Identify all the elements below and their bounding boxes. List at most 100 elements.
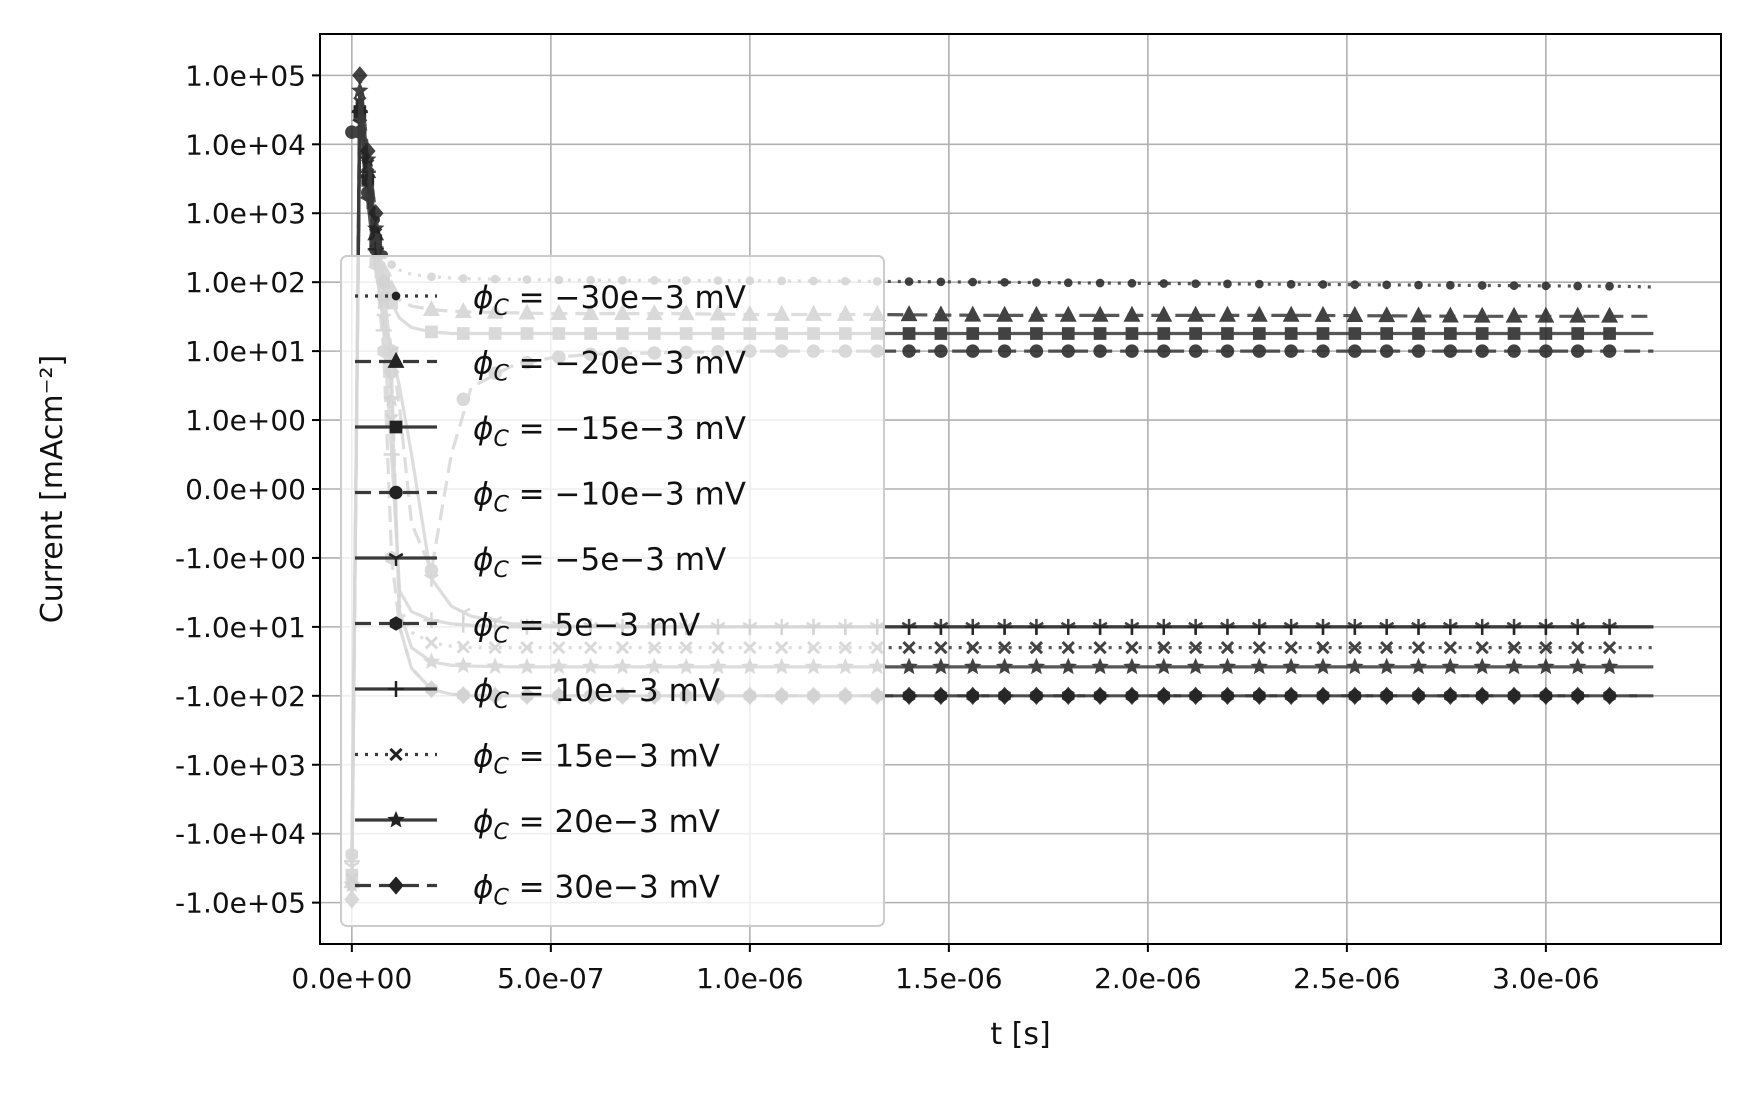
data-point	[1350, 280, 1360, 289]
data-point	[1316, 327, 1330, 340]
x-tick-label: 1.0e-06	[696, 962, 804, 995]
data-point	[387, 810, 405, 828]
data-point	[1189, 327, 1202, 340]
y-tick-label: 1.0e+04	[185, 128, 306, 161]
data-point	[389, 485, 403, 500]
data-point	[1254, 279, 1264, 289]
data-point	[1027, 657, 1046, 675]
data-point	[1032, 278, 1041, 287]
legend-subscript: C	[493, 689, 509, 714]
legend-subscript: C	[493, 493, 509, 518]
x-axis-title: t [s]	[990, 1017, 1050, 1052]
data-point	[352, 66, 368, 85]
data-point	[1509, 281, 1519, 290]
data-point	[1219, 618, 1236, 635]
y-tick-label: 1.0e+05	[185, 59, 306, 92]
data-point	[996, 618, 1013, 635]
data-point	[1601, 686, 1618, 705]
data-point	[936, 277, 946, 287]
data-point	[1570, 344, 1585, 358]
y-tick-label: -1.0e+02	[175, 680, 306, 713]
data-point	[1188, 640, 1203, 655]
legend-entry: ϕC = 5e−3 mV	[355, 608, 700, 649]
x-tick-label: 2.0e-06	[1094, 962, 1202, 995]
data-point	[1347, 686, 1363, 705]
data-point	[1380, 327, 1394, 340]
legend-symbol: ϕ	[473, 608, 493, 644]
data-point	[1602, 640, 1617, 655]
data-point	[1414, 280, 1423, 290]
legend-text: = 10e−3 mV	[509, 673, 720, 709]
data-point	[1382, 280, 1392, 290]
legend-symbol: ϕ	[473, 673, 493, 709]
data-point	[1091, 305, 1109, 322]
data-point	[966, 327, 980, 340]
data-point	[934, 344, 948, 358]
data-point	[1060, 618, 1077, 635]
data-point	[996, 305, 1014, 322]
data-point	[1316, 640, 1330, 655]
legend-text: = −5e−3 mV	[509, 542, 726, 578]
data-point	[1443, 640, 1458, 655]
legend-symbol: ϕ	[473, 346, 493, 382]
data-point	[1474, 686, 1490, 705]
data-point	[1059, 305, 1077, 322]
data-point	[389, 747, 403, 762]
data-point	[1315, 686, 1331, 705]
data-point	[1188, 344, 1203, 358]
data-point	[966, 640, 980, 655]
data-point	[900, 305, 918, 322]
data-point	[1568, 657, 1587, 675]
data-point	[1505, 657, 1523, 675]
data-point	[1220, 640, 1235, 655]
data-point	[902, 344, 916, 358]
legend-text: = −30e−3 mV	[509, 280, 746, 316]
data-point	[1314, 305, 1332, 322]
data-point	[1346, 618, 1363, 635]
data-point	[1441, 306, 1459, 323]
data-point	[1218, 657, 1237, 675]
data-point	[1410, 686, 1427, 705]
data-point	[359, 141, 376, 161]
data-point	[1284, 327, 1298, 340]
data-point	[388, 876, 404, 895]
data-point	[1318, 280, 1328, 289]
data-point	[1092, 618, 1109, 635]
legend-label: ϕC = 15e−3 mV	[473, 739, 720, 780]
data-point	[1157, 344, 1171, 358]
data-point	[902, 640, 916, 655]
data-point	[1314, 657, 1332, 675]
y-tick-label: -1.0e+04	[175, 818, 306, 851]
data-point	[1155, 657, 1173, 675]
data-point	[1282, 657, 1300, 675]
y-tick-label: 1.0e+02	[185, 266, 306, 299]
data-point	[1283, 686, 1299, 705]
x-axis: 0.0e+00 5.0e-07 1.0e-06 1.5e-06 2.0e-06 2.5e-…	[291, 944, 1600, 995]
data-point	[1346, 657, 1364, 675]
legend-entry: ϕC = −10e−3 mV	[355, 477, 746, 518]
legend-entry: ϕC = 30e−3 mV	[355, 870, 720, 911]
y-tick-label: 1.0e+03	[185, 197, 306, 230]
data-point	[964, 657, 982, 675]
data-point	[1410, 618, 1427, 635]
legend-text: = 20e−3 mV	[509, 804, 720, 840]
data-point	[1123, 657, 1141, 675]
data-point	[1441, 657, 1460, 675]
data-point	[1348, 344, 1362, 358]
legend-symbol: ϕ	[473, 280, 493, 316]
data-point	[1028, 618, 1045, 635]
x-tick-label: 3.0e-06	[1492, 962, 1600, 995]
legend-subscript: C	[493, 362, 509, 387]
data-point	[1601, 618, 1618, 635]
data-point	[934, 640, 948, 655]
y-tick-label: -1.0e+05	[175, 887, 306, 920]
data-point	[1409, 657, 1428, 675]
data-point	[388, 552, 404, 566]
data-point	[1250, 657, 1269, 675]
data-point	[1346, 306, 1364, 322]
legend-label: ϕC = −30e−3 mV	[473, 280, 746, 321]
data-point	[1092, 686, 1108, 705]
data-point	[1378, 618, 1395, 635]
data-point	[1061, 640, 1075, 655]
legend-subscript: C	[493, 820, 509, 845]
